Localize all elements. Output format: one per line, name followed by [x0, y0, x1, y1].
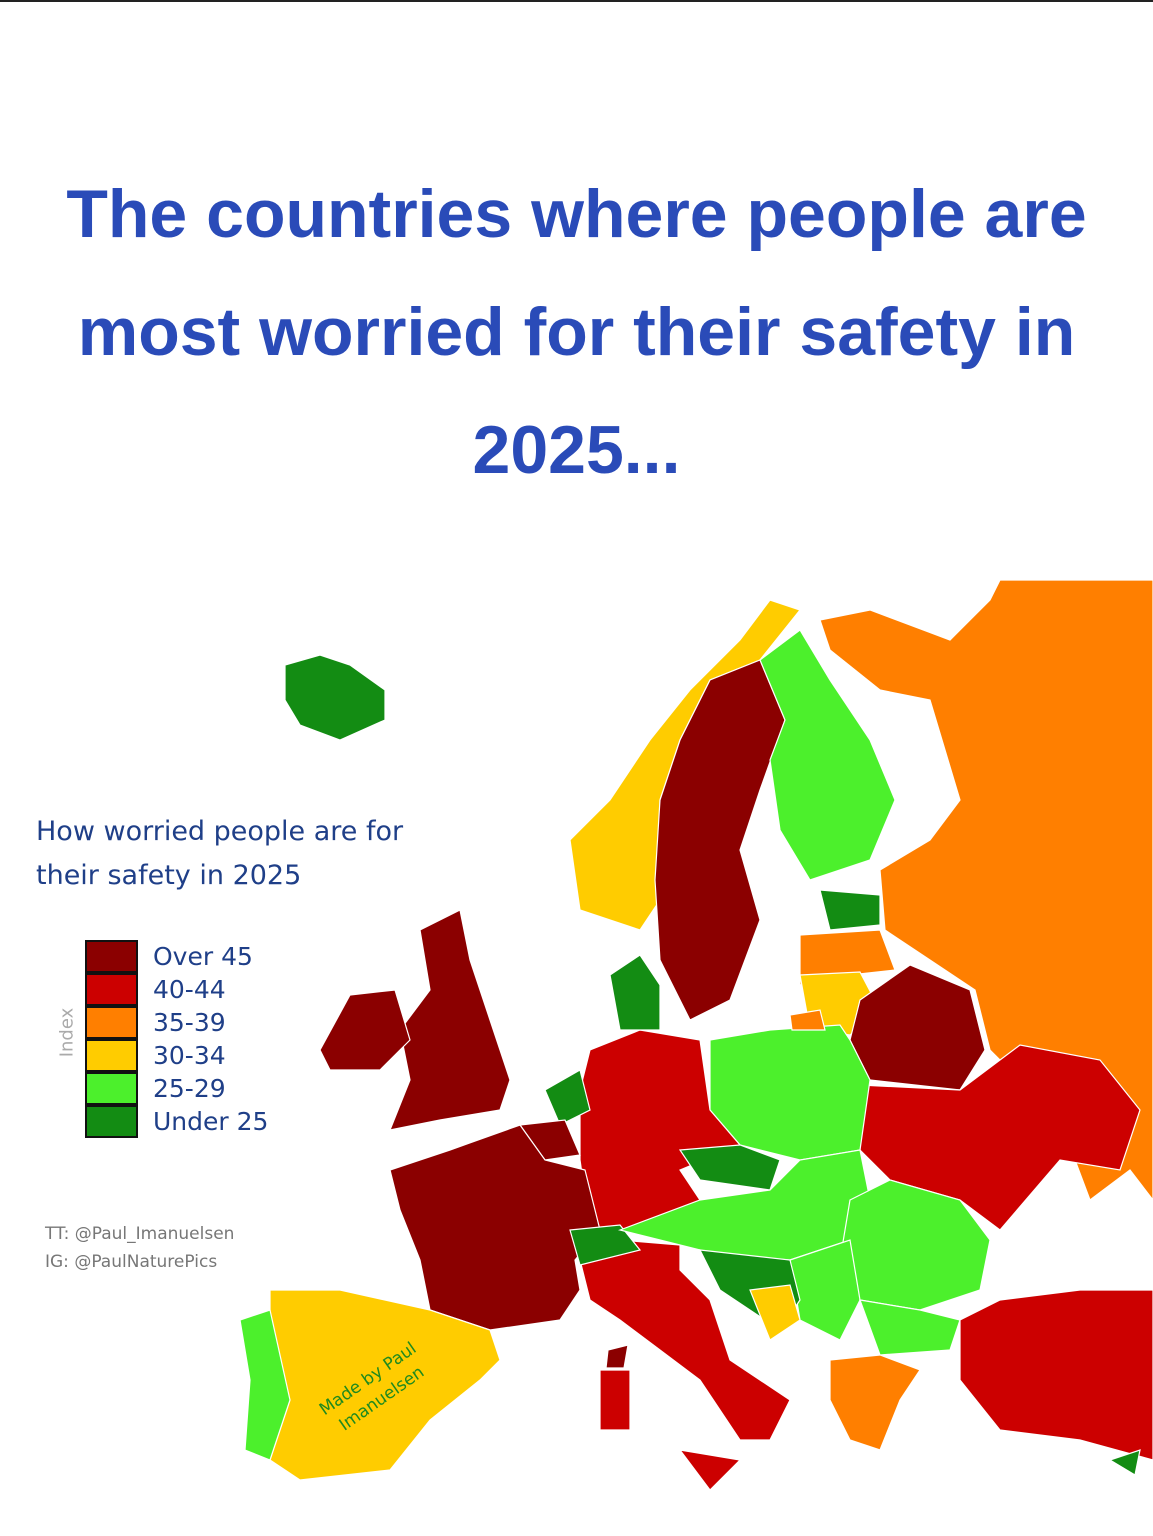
legend-title: How worried people are for their safety … [36, 816, 404, 891]
country [859, 1299, 961, 1356]
legend-axis-label: Index [56, 1007, 78, 1058]
country [1108, 1449, 1141, 1476]
legend-swatch [85, 1105, 138, 1138]
legend-label: Under 25 [153, 1107, 269, 1136]
country [389, 909, 511, 1131]
country [759, 629, 896, 881]
legend-label: 30-34 [153, 1041, 226, 1070]
credit: TT: @Paul_Imanuelsen [45, 1224, 235, 1244]
legend-swatch [85, 1006, 138, 1039]
country [599, 1369, 631, 1431]
legend-swatch [85, 1072, 138, 1105]
legend-item: 40-44 [85, 973, 345, 1006]
legend-swatch [85, 940, 138, 973]
country [859, 1044, 1141, 1231]
legend-item: 25-29 [85, 1072, 345, 1105]
country [959, 1289, 1153, 1461]
country [789, 1239, 861, 1341]
country [819, 889, 881, 931]
country [389, 1124, 601, 1331]
title: The countries where people are most worr… [66, 176, 1087, 488]
country [749, 1284, 801, 1341]
legend-item: 30-34 [85, 1039, 345, 1072]
country [605, 1344, 629, 1369]
country [819, 579, 1153, 1201]
country [239, 1309, 291, 1461]
credit: IG: @PaulNaturePics [45, 1252, 218, 1272]
country [319, 989, 411, 1071]
country [579, 1239, 791, 1441]
country [609, 954, 661, 1031]
country [678, 1144, 781, 1191]
legend-item: Under 25 [85, 1105, 345, 1138]
top-border [0, 0, 1153, 2]
country [678, 1449, 742, 1491]
legend-label: 35-39 [153, 1008, 226, 1037]
legend-item: 35-39 [85, 1006, 345, 1039]
legend-label: 40-44 [153, 975, 226, 1004]
legend-label: Over 45 [153, 942, 253, 971]
country [789, 1009, 826, 1031]
country [579, 1029, 741, 1231]
country [569, 1224, 642, 1266]
country [829, 1354, 921, 1451]
legend-item: Over 45 [85, 940, 345, 973]
country [654, 659, 786, 1021]
legend-swatch [85, 973, 138, 1006]
legend-swatch [85, 1039, 138, 1072]
country [284, 654, 386, 741]
legend-label: 25-29 [153, 1074, 226, 1103]
country [544, 1069, 591, 1126]
